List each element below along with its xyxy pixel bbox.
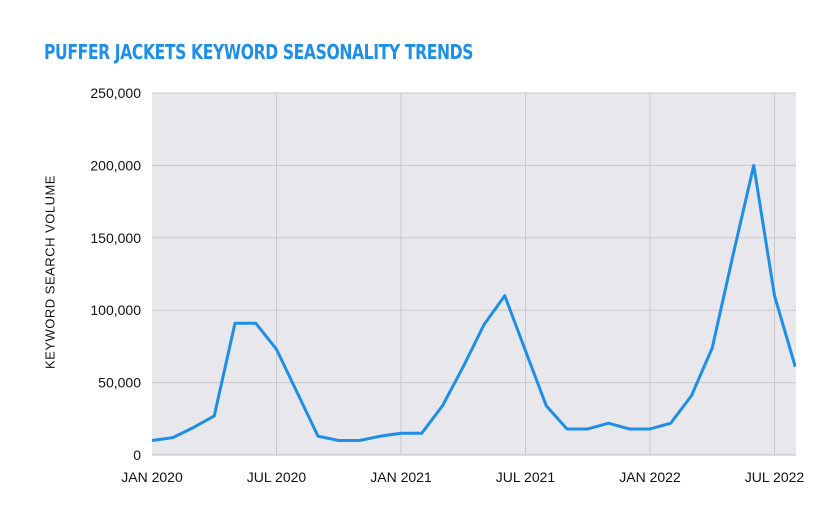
x-tick-label: JUL 2021 — [496, 469, 556, 485]
y-tick-label: 250,000 — [90, 85, 141, 101]
y-tick-label: 50,000 — [98, 375, 141, 391]
y-tick-label: 0 — [133, 447, 141, 463]
x-tick-label: JUL 2022 — [745, 469, 805, 485]
chart-title: PUFFER JACKETS KEYWORD SEASONALITY TREND… — [44, 40, 474, 64]
x-tick-label: JAN 2020 — [121, 469, 183, 485]
plot-area — [152, 93, 796, 455]
x-tick-label: JAN 2021 — [370, 469, 432, 485]
y-tick-labels: 0 50,000 100,000 150,000 200,000 250,000 — [90, 85, 141, 463]
y-tick-label: 100,000 — [90, 302, 141, 318]
y-tick-label: 150,000 — [90, 230, 141, 246]
x-tick-label: JUL 2020 — [247, 469, 307, 485]
series-line — [152, 163, 796, 443]
x-tick-label: JAN 2022 — [619, 469, 681, 485]
y-tick-label: 200,000 — [90, 157, 141, 173]
series-lines — [152, 163, 796, 443]
grid — [152, 92, 796, 456]
x-tick-labels: JAN 2020 JUL 2020 JAN 2021 JUL 2021 JAN 2022… — [121, 469, 804, 485]
